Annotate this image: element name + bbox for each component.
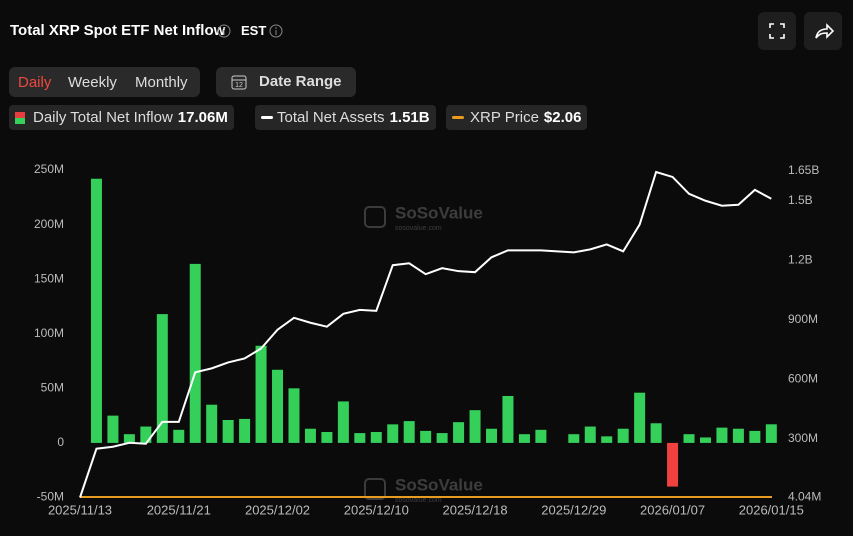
y-tick-label: -50M <box>37 490 64 504</box>
legend-name: Daily Total Net Inflow <box>33 109 173 126</box>
bar <box>436 433 448 443</box>
legend-name: Total Net Assets <box>277 109 385 126</box>
y2-tick-label: 1.5B <box>788 193 813 207</box>
bar <box>683 434 695 443</box>
bar <box>634 392 646 443</box>
line <box>79 170 772 498</box>
bar <box>502 395 514 443</box>
svg-text:12: 12 <box>235 82 243 89</box>
bar <box>189 263 201 443</box>
bar <box>568 434 580 443</box>
x-tick-label: 2025/12/18 <box>443 502 508 517</box>
bar <box>732 428 744 443</box>
watermark-text: SoSoValue <box>395 475 483 494</box>
x-tick-label: 2026/01/15 <box>739 502 804 517</box>
legend-name: XRP Price <box>470 109 539 126</box>
bar <box>699 437 711 443</box>
x-tick-label: 2025/11/21 <box>147 502 211 517</box>
bar <box>667 442 679 487</box>
y2-tick-label: 4.04M <box>788 490 821 504</box>
x-tick-label: 2025/12/29 <box>541 502 606 517</box>
bar <box>584 426 596 443</box>
bar <box>156 314 168 443</box>
y-tick-label: 50M <box>41 381 64 395</box>
legend-item[interactable]: XRP Price $2.06 <box>446 105 588 130</box>
legend-item[interactable]: Daily Total Net Inflow 17.06M <box>9 105 234 130</box>
period-tabs <box>9 67 200 97</box>
y2-tick-label: 900M <box>788 312 818 326</box>
y-tick-label: 200M <box>34 217 64 231</box>
bar <box>453 422 465 443</box>
info-icon[interactable] <box>217 24 231 38</box>
watermark-text: SoSoValue <box>395 203 483 222</box>
y2-tick-label: 300M <box>788 431 818 445</box>
y-tick-label: 0 <box>57 435 64 449</box>
bar <box>90 178 102 443</box>
bar <box>173 429 185 443</box>
y2-tick-label: 1.2B <box>788 252 813 266</box>
bar <box>140 426 152 443</box>
bar <box>420 430 432 443</box>
bar <box>123 434 135 443</box>
bar <box>535 429 547 443</box>
y-tick-label: 250M <box>34 162 64 176</box>
tab-daily[interactable]: Daily <box>18 74 52 91</box>
tab-weekly[interactable]: Weekly <box>68 74 117 91</box>
bar <box>370 432 382 443</box>
bar <box>337 401 349 443</box>
x-tick-label: 2025/12/10 <box>344 502 409 517</box>
x-tick-label: 2026/01/07 <box>640 502 705 517</box>
bar <box>749 430 761 443</box>
bar <box>107 415 119 443</box>
date-range-label: Date Range <box>259 73 342 90</box>
bar <box>255 345 267 443</box>
legend-value: 17.06M <box>177 109 228 126</box>
bar <box>304 428 316 443</box>
legend-swatch <box>261 115 273 119</box>
bar <box>387 424 399 443</box>
watermark: SoSoValue sosovalue.com SoSoValue sosova… <box>364 203 483 504</box>
legend-swatch <box>452 115 464 119</box>
bar <box>486 428 497 443</box>
x-tick-label: 2025/12/02 <box>245 502 310 517</box>
y2-tick-label: 1.65B <box>788 163 819 177</box>
info-icon[interactable] <box>269 24 283 38</box>
bar <box>222 419 234 443</box>
bar <box>239 418 251 443</box>
bar <box>321 432 333 443</box>
watermark-url: sosovalue.com <box>395 497 442 504</box>
watermark-url: sosovalue.com <box>395 225 442 232</box>
legend-swatch <box>15 111 25 124</box>
bar <box>272 369 284 443</box>
bar <box>288 388 300 443</box>
x-tick-label: 2025/11/13 <box>48 502 112 517</box>
y-tick-label: 100M <box>34 326 64 340</box>
bar <box>518 434 530 443</box>
chart-title: Total XRP Spot ETF Net Inflow <box>10 22 226 39</box>
date-range-button[interactable]: 12 Date Range <box>216 67 356 97</box>
bar <box>601 436 613 443</box>
timezone: EST <box>241 23 267 38</box>
bar <box>617 428 629 443</box>
bar <box>765 424 777 443</box>
y2-tick-label: 600M <box>788 371 818 385</box>
fullscreen-button[interactable] <box>758 12 796 50</box>
legend-value: $2.06 <box>543 109 582 126</box>
legend-value: 1.51B <box>389 109 430 126</box>
bar <box>716 427 728 443</box>
share-button[interactable] <box>804 12 842 50</box>
bar <box>469 410 481 443</box>
bar <box>354 433 366 443</box>
legend-item[interactable]: Total Net Assets 1.51B <box>255 105 436 130</box>
bar <box>403 421 415 443</box>
bar <box>206 404 218 443</box>
tab-monthly[interactable]: Monthly <box>135 74 188 91</box>
y-tick-label: 150M <box>34 271 64 285</box>
bar <box>650 423 662 443</box>
